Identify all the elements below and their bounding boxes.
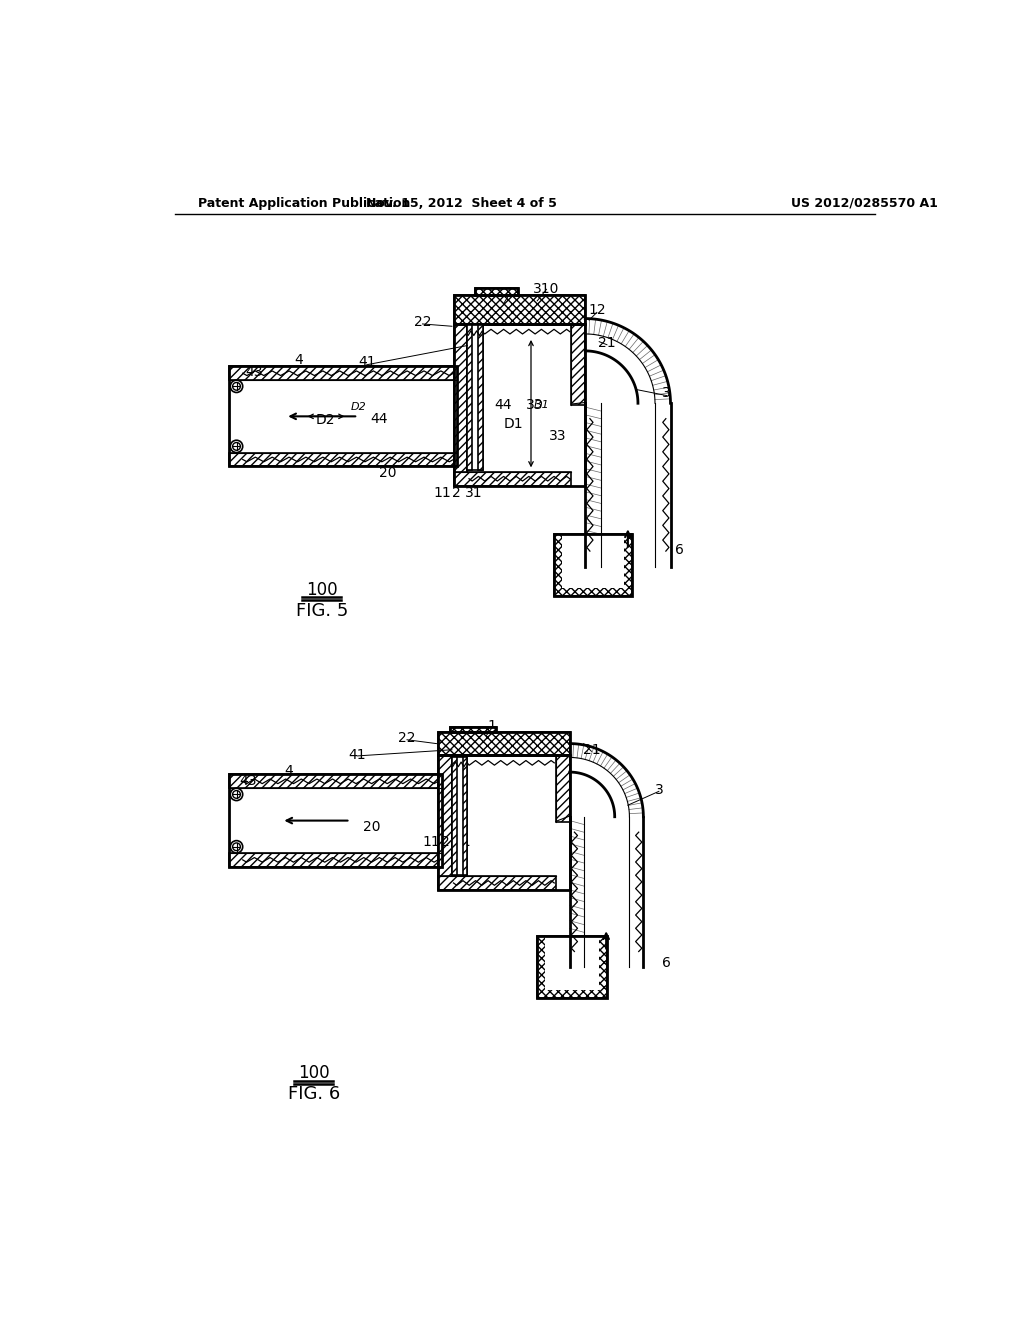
- Bar: [475, 288, 518, 296]
- Bar: [454, 296, 586, 323]
- Text: 31: 31: [465, 486, 482, 500]
- Text: 310: 310: [534, 282, 560, 296]
- Text: 22: 22: [414, 315, 431, 330]
- Text: US 2012/0285570 A1: US 2012/0285570 A1: [791, 197, 938, 210]
- Bar: [467, 326, 472, 470]
- Text: FIG. 5: FIG. 5: [296, 602, 348, 620]
- Text: 21: 21: [598, 337, 615, 350]
- Text: Patent Application Publication: Patent Application Publication: [198, 197, 411, 210]
- Circle shape: [230, 380, 243, 392]
- Bar: [475, 288, 518, 296]
- Text: 6: 6: [663, 956, 671, 970]
- Text: 11: 11: [434, 486, 452, 500]
- Bar: [450, 726, 496, 733]
- Bar: [478, 326, 483, 470]
- Bar: [438, 755, 569, 890]
- Text: 31: 31: [454, 836, 472, 849]
- Circle shape: [230, 441, 243, 453]
- Bar: [538, 936, 607, 998]
- Text: 3: 3: [663, 387, 671, 400]
- Text: D2: D2: [315, 413, 336, 428]
- Bar: [538, 936, 607, 998]
- Text: 20: 20: [364, 820, 381, 834]
- Text: 4: 4: [294, 354, 303, 367]
- Bar: [452, 755, 556, 876]
- Text: 22: 22: [398, 731, 416, 746]
- Bar: [228, 853, 442, 867]
- Text: D1: D1: [535, 400, 550, 409]
- Text: 1: 1: [487, 719, 497, 733]
- Text: 3: 3: [654, 783, 664, 797]
- Text: D2: D2: [351, 403, 367, 412]
- Bar: [228, 453, 458, 466]
- Text: 21: 21: [583, 743, 600, 756]
- Bar: [438, 876, 556, 890]
- Bar: [438, 755, 452, 890]
- Text: 44: 44: [495, 397, 512, 412]
- Text: 4: 4: [284, 763, 293, 777]
- Text: 100: 100: [298, 1064, 330, 1082]
- Text: 20: 20: [379, 466, 396, 479]
- Text: 43: 43: [246, 366, 263, 379]
- Text: 33: 33: [549, 429, 567, 442]
- Bar: [452, 756, 467, 875]
- Text: 41: 41: [357, 355, 376, 370]
- Text: 33: 33: [526, 397, 544, 412]
- Text: 11: 11: [423, 836, 440, 849]
- Text: 2: 2: [441, 836, 451, 849]
- Text: 100: 100: [306, 581, 338, 598]
- Bar: [562, 535, 624, 589]
- Bar: [452, 756, 457, 875]
- Bar: [556, 755, 569, 822]
- Circle shape: [230, 841, 243, 853]
- Bar: [438, 733, 569, 755]
- Text: 6: 6: [676, 543, 684, 557]
- Bar: [438, 733, 569, 755]
- Bar: [571, 323, 586, 405]
- Text: 12: 12: [588, 304, 605, 317]
- Bar: [545, 936, 599, 990]
- Bar: [463, 756, 467, 875]
- Bar: [228, 367, 458, 380]
- Bar: [450, 726, 496, 733]
- Bar: [454, 471, 571, 486]
- Text: 41: 41: [348, 748, 367, 762]
- Text: Nov. 15, 2012  Sheet 4 of 5: Nov. 15, 2012 Sheet 4 of 5: [366, 197, 557, 210]
- Text: D1: D1: [504, 417, 523, 432]
- Bar: [467, 323, 571, 471]
- Bar: [554, 535, 632, 595]
- Bar: [467, 326, 483, 470]
- Bar: [554, 535, 632, 595]
- Bar: [454, 323, 586, 486]
- Text: 1: 1: [506, 286, 514, 300]
- Bar: [228, 788, 442, 853]
- Text: 2: 2: [453, 486, 461, 500]
- Bar: [454, 296, 586, 323]
- Bar: [228, 380, 458, 453]
- Bar: [228, 775, 442, 867]
- Text: 43: 43: [240, 774, 257, 788]
- Circle shape: [230, 788, 243, 800]
- Bar: [228, 775, 442, 788]
- Text: 44: 44: [371, 412, 388, 425]
- Bar: [454, 323, 467, 486]
- Bar: [228, 367, 458, 466]
- Text: FIG. 6: FIG. 6: [288, 1085, 340, 1104]
